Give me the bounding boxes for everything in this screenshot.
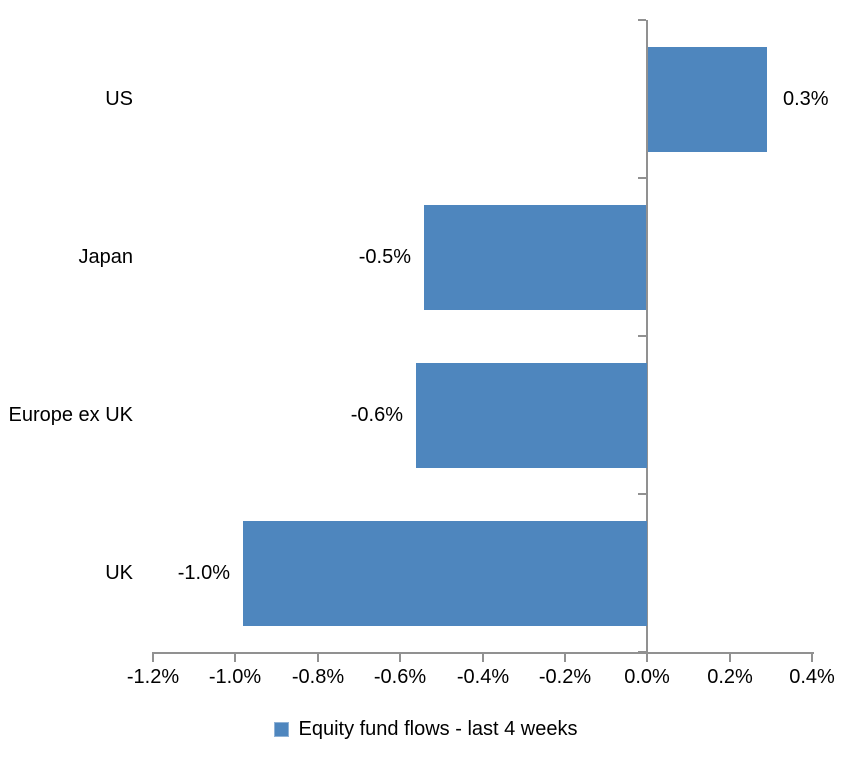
- x-tick-label: -0.8%: [291, 666, 345, 688]
- x-tick-label: -1.0%: [208, 666, 262, 688]
- category-axis-line: [646, 20, 648, 654]
- legend: Equity fund flows - last 4 weeks: [0, 712, 852, 746]
- value-axis-tick: [646, 652, 648, 662]
- bar-europe-ex-uk: [416, 363, 647, 468]
- x-tick-label: -0.2%: [538, 666, 592, 688]
- x-tick-label: -1.2%: [126, 666, 180, 688]
- category-axis-tick: [638, 19, 646, 21]
- value-axis-tick: [729, 652, 731, 662]
- category-label-us: US: [105, 88, 133, 110]
- bar-uk: [243, 521, 647, 626]
- data-label-japan: -0.5%: [358, 246, 411, 268]
- data-label-us: 0.3%: [783, 88, 829, 110]
- value-axis-tick: [234, 652, 236, 662]
- x-tick-label: 0.0%: [624, 666, 670, 688]
- value-axis-tick: [399, 652, 401, 662]
- bar-japan: [424, 205, 646, 310]
- category-label-uk: UK: [105, 562, 133, 584]
- category-axis-tick: [638, 177, 646, 179]
- x-tick-label: 0.4%: [789, 666, 835, 688]
- legend-label: Equity fund flows - last 4 weeks: [298, 717, 578, 740]
- x-tick-label: -0.6%: [373, 666, 427, 688]
- data-label-uk: -1.0%: [177, 562, 230, 584]
- legend-swatch-icon: [274, 721, 290, 737]
- value-axis-tick: [317, 652, 319, 662]
- category-axis-tick: [638, 335, 646, 337]
- x-tick-label: -0.4%: [456, 666, 510, 688]
- x-tick-label: 0.2%: [707, 666, 753, 688]
- category-label-europe-ex-uk: Europe ex UK: [8, 404, 133, 426]
- value-axis-tick: [152, 652, 154, 662]
- value-axis-tick: [811, 652, 813, 662]
- category-axis-tick: [638, 493, 646, 495]
- category-label-japan: Japan: [78, 246, 134, 268]
- value-axis-tick: [482, 652, 484, 662]
- bar-us: [648, 47, 767, 152]
- value-axis-tick: [564, 652, 566, 662]
- data-label-europe-ex-uk: -0.6%: [350, 404, 403, 426]
